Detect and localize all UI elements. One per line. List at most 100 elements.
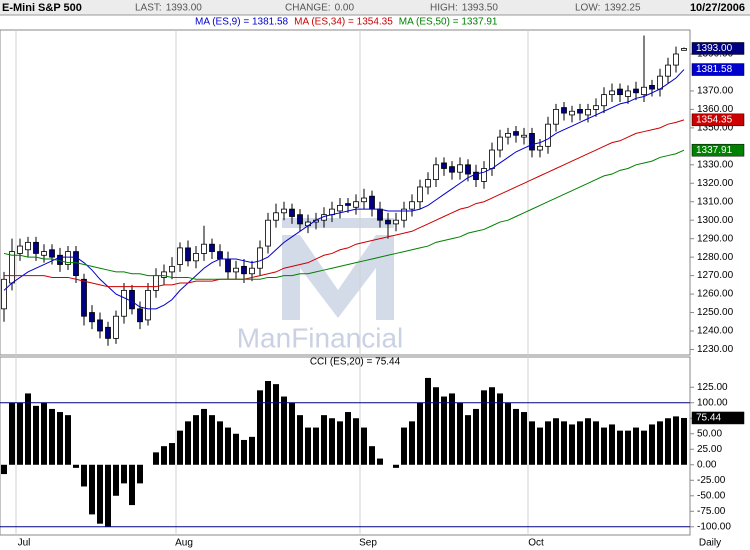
cci-bar bbox=[321, 415, 327, 465]
y-tick-label: 1320.00 bbox=[697, 178, 734, 189]
y-tick-label: 1280.00 bbox=[697, 252, 734, 263]
cci-bar bbox=[1, 464, 7, 475]
cci-bar bbox=[569, 424, 575, 465]
cci-bar bbox=[57, 412, 63, 465]
cci-bar bbox=[161, 446, 167, 465]
cci-bar bbox=[633, 427, 639, 465]
candle-body bbox=[441, 162, 447, 169]
candle-body bbox=[129, 289, 135, 310]
moving-average-line bbox=[3, 149, 685, 280]
legend-entry: MA (ES,50) = 1337.91 bbox=[399, 17, 498, 28]
candle-body bbox=[377, 208, 383, 221]
candle-body bbox=[609, 90, 615, 96]
candle-body bbox=[353, 201, 359, 208]
candle-body bbox=[41, 251, 47, 256]
y-tick-label: 1290.00 bbox=[697, 233, 734, 244]
candle-body bbox=[65, 251, 71, 265]
candle-body bbox=[569, 110, 575, 116]
candle-body bbox=[233, 267, 239, 273]
candle-body bbox=[25, 241, 31, 251]
y-tick-label: 25.00 bbox=[697, 444, 722, 455]
cci-bar bbox=[433, 387, 439, 465]
cci-bar bbox=[673, 416, 679, 465]
candle-body bbox=[401, 208, 407, 221]
cci-bar bbox=[65, 415, 71, 465]
cci-bar bbox=[113, 464, 119, 496]
cci-bar bbox=[257, 390, 263, 465]
field-value: 1393.00 bbox=[166, 3, 203, 14]
cci-bar bbox=[497, 393, 503, 465]
y-tick-label: 1240.00 bbox=[697, 326, 734, 337]
cci-bar bbox=[401, 427, 407, 465]
cci-bar bbox=[121, 464, 127, 484]
value-box bbox=[691, 411, 745, 425]
cci-bar bbox=[81, 464, 87, 487]
y-tick-label: 1330.00 bbox=[697, 159, 734, 170]
field-value: 0.00 bbox=[335, 3, 355, 14]
y-tick-label: 1360.00 bbox=[697, 104, 734, 115]
x-tick-label: Oct bbox=[528, 538, 544, 549]
cci-bar bbox=[97, 464, 103, 524]
candle-body bbox=[681, 48, 687, 51]
moving-average-line bbox=[4, 119, 685, 288]
candle-body bbox=[425, 179, 431, 188]
candle-body bbox=[345, 203, 351, 206]
cci-bar bbox=[441, 396, 447, 465]
candle-body bbox=[257, 247, 263, 269]
cci-bar bbox=[201, 408, 207, 465]
cci-bar bbox=[521, 412, 527, 465]
candle-body bbox=[641, 86, 647, 96]
cci-bar bbox=[73, 464, 79, 468]
moving-average-line bbox=[3, 69, 685, 310]
candle-body bbox=[241, 265, 247, 275]
cci-bar bbox=[265, 381, 271, 465]
value-box-label: 1393.00 bbox=[696, 43, 733, 54]
candle-body bbox=[137, 308, 143, 323]
cci-bar bbox=[361, 427, 367, 465]
candle-body bbox=[145, 289, 151, 321]
candle-body bbox=[337, 205, 343, 212]
value-box bbox=[691, 143, 745, 157]
cci-bar bbox=[513, 408, 519, 465]
y-tick-label: -75.00 bbox=[697, 506, 726, 517]
candle-body bbox=[17, 245, 23, 254]
candle-body bbox=[193, 253, 199, 262]
candle-body bbox=[281, 208, 287, 214]
cci-bar bbox=[345, 412, 351, 465]
candle-body bbox=[1, 278, 7, 310]
cci-bar bbox=[233, 433, 239, 465]
cci-bar bbox=[505, 402, 511, 465]
cci-bar bbox=[609, 424, 615, 465]
candle-body bbox=[185, 247, 191, 262]
candle-body bbox=[577, 109, 583, 114]
candle-body bbox=[385, 219, 391, 225]
cci-bar bbox=[129, 464, 135, 506]
cci-bar bbox=[329, 418, 335, 465]
field-label: HIGH: bbox=[430, 3, 458, 14]
cci-bar bbox=[337, 421, 343, 465]
candle-body bbox=[161, 271, 167, 278]
candle-body bbox=[361, 197, 367, 203]
symbol-title: E-Mini S&P 500 bbox=[2, 2, 82, 14]
cci-bar bbox=[193, 415, 199, 465]
candle-body bbox=[121, 289, 127, 317]
cci-bar bbox=[465, 415, 471, 465]
cci-bar bbox=[153, 452, 159, 465]
candle-body bbox=[561, 107, 567, 114]
candle-body bbox=[49, 249, 55, 258]
cci-bar bbox=[585, 418, 591, 465]
cci-bar bbox=[601, 427, 607, 465]
candle-body bbox=[369, 195, 375, 210]
candle-body bbox=[489, 149, 495, 169]
y-tick-label: 1270.00 bbox=[697, 270, 734, 281]
cci-bar bbox=[489, 387, 495, 465]
candle-body bbox=[465, 164, 471, 175]
cci-bar bbox=[305, 427, 311, 465]
field-value: 1392.25 bbox=[604, 3, 641, 14]
cci-bar bbox=[177, 430, 183, 465]
y-tick-label: 1250.00 bbox=[697, 307, 734, 318]
cci-bar bbox=[241, 439, 247, 465]
y-tick-label: 1300.00 bbox=[697, 215, 734, 226]
candle-body bbox=[97, 319, 103, 332]
